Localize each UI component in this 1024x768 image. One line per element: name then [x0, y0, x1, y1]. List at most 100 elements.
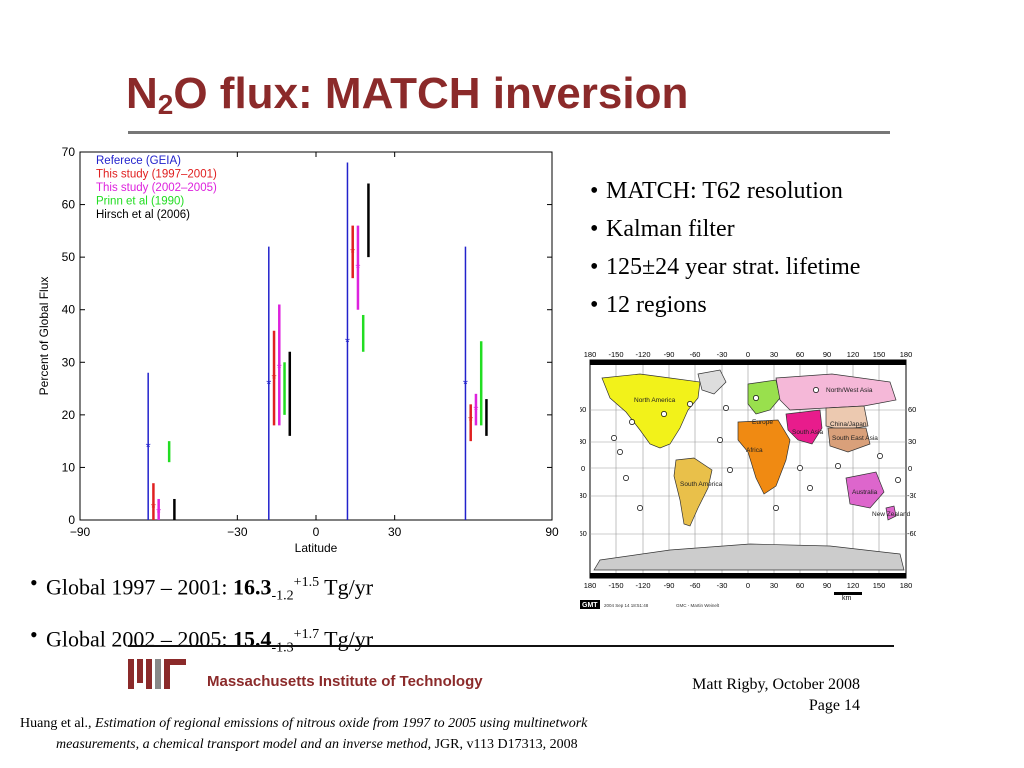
region-south-asia [785, 409, 823, 445]
svg-text:180: 180 [584, 581, 597, 590]
y-tick-label: 20 [62, 408, 76, 422]
author-line: Matt Rigby, October 2008 [692, 676, 860, 693]
svg-text:0: 0 [746, 350, 750, 359]
svg-text:90: 90 [823, 581, 831, 590]
map-label: New Zealand [872, 511, 911, 518]
y-tick-label: 70 [62, 145, 76, 159]
institution-name: Massachusetts Institute of Technology [207, 673, 483, 690]
map-label: North/West Asia [826, 387, 873, 394]
y-tick-label: 50 [62, 250, 76, 264]
region-africa [737, 419, 791, 495]
data-point: * [355, 261, 360, 276]
x-tick-label: 90 [545, 525, 559, 539]
map-label: North America [634, 397, 676, 404]
mit-logo-icon [128, 659, 186, 689]
svg-text:120: 120 [847, 350, 860, 359]
y-tick-label: 40 [62, 303, 76, 317]
region-europe [747, 379, 781, 415]
svg-text:-60: -60 [907, 529, 916, 538]
title-divider [128, 131, 890, 134]
bullet-item: • 12 regions [590, 292, 707, 318]
svg-text:60: 60 [796, 581, 804, 590]
svg-text:0: 0 [581, 464, 585, 473]
data-point: * [350, 245, 355, 260]
station-markers [611, 387, 901, 511]
page-number: Page 14 [808, 697, 860, 714]
svg-text:120: 120 [847, 581, 860, 590]
footer-divider [128, 645, 894, 647]
svg-text:90: 90 [823, 350, 831, 359]
svg-text:-60: -60 [690, 581, 701, 590]
svg-text:150: 150 [873, 581, 886, 590]
flux-chart: 0 10 20 30 40 50 60 70 −90 −30 0 30 90 Latitude Percen… [37, 145, 559, 555]
legend-entry: Prinn et al (1990) [96, 196, 184, 208]
bullet-item: • 125±24 year strat. lifetime [590, 254, 861, 280]
svg-text:-150: -150 [608, 581, 623, 590]
map-label: South America [680, 481, 723, 488]
svg-text:30: 30 [770, 350, 778, 359]
data-point: * [146, 439, 151, 454]
svg-text:60: 60 [908, 405, 916, 414]
map-scale-bar: km [834, 592, 862, 602]
svg-text:30: 30 [908, 437, 916, 446]
data-point: * [151, 500, 156, 515]
y-tick-label: 0 [68, 513, 75, 527]
map-label: Australia [852, 489, 878, 496]
svg-text:-60: -60 [580, 529, 587, 538]
map-label: South Asia [792, 429, 823, 436]
map-label: South East Asia [832, 435, 878, 442]
svg-text:GMT: GMT [582, 602, 598, 609]
svg-text:60: 60 [796, 350, 804, 359]
bullet-item: • MATCH: T62 resolution [590, 178, 843, 204]
map-label: China/Japan [830, 421, 867, 428]
region-new-zealand [885, 505, 897, 521]
y-tick-label: 10 [62, 460, 76, 474]
y-tick-label: 30 [62, 355, 76, 369]
data-point: * [463, 376, 468, 391]
x-tick-label: 0 [313, 525, 320, 539]
svg-text:180: 180 [584, 350, 597, 359]
data-point: * [266, 376, 271, 391]
svg-text:-120: -120 [635, 581, 650, 590]
map-label: Europe [752, 419, 773, 426]
svg-text:0: 0 [746, 581, 750, 590]
svg-text:30: 30 [580, 437, 586, 446]
x-axis-label: Latitude [295, 541, 338, 555]
map-frame-ticks [590, 360, 906, 578]
region-north-america [601, 373, 701, 449]
antarctica-land [593, 543, 905, 571]
svg-text:-30: -30 [580, 491, 587, 500]
svg-text:-120: -120 [635, 350, 650, 359]
svg-text:150: 150 [873, 350, 886, 359]
regions-map: North America Europe North/West Asia Sou… [580, 350, 916, 609]
map-label: Africa [746, 447, 763, 454]
svg-text:30: 30 [770, 581, 778, 590]
map-lat-labels: 60 30 0 -30 -60 60 30 0 -30 -60 [580, 405, 916, 538]
author-date: Matt Rigby, October 2008 Page 14 [600, 674, 860, 716]
region-south-east-asia [827, 427, 871, 453]
svg-text:-90: -90 [664, 350, 675, 359]
region-south-america [673, 457, 713, 527]
x-tick-label: −90 [70, 525, 91, 539]
svg-text:-90: -90 [664, 581, 675, 590]
data-point: * [156, 505, 161, 520]
global-flux-bullets: • Global 1997 – 2001: 16.3-1.2+1.5 Tg/yr … [30, 564, 373, 667]
chart-legend: Referece (GEIA) This study (1997–2001)Thi… [96, 155, 217, 221]
x-tick-label: 30 [388, 525, 402, 539]
chart-marks: ************ [146, 162, 488, 520]
svg-text:-30: -30 [907, 491, 916, 500]
plot-frame [79, 151, 553, 521]
data-point: * [468, 413, 473, 428]
svg-text:GMC - Martin Weinelt: GMC - Martin Weinelt [676, 603, 720, 608]
svg-text:2004 Sep 14 18:51:48: 2004 Sep 14 18:51:48 [604, 603, 649, 608]
bullet-item: • Global 1997 – 2001: 16.3-1.2+1.5 Tg/yr [30, 570, 374, 604]
y-axis-label: Percent of Global Flux [37, 277, 51, 396]
legend-entry: This study (1997–2001) [96, 169, 217, 181]
legend-entry: Referece (GEIA) [96, 155, 181, 167]
legend-entry: This study (2002–2005) [96, 182, 217, 194]
gmt-stamp: GMT 2004 Sep 14 18:51:48 GMC - Martin We… [580, 600, 720, 609]
data-point: * [277, 361, 282, 376]
greenland-land [697, 369, 727, 395]
summary-bullets: • MATCH: T62 resolution • Kalman filter • 1… [590, 172, 860, 324]
svg-text:180: 180 [900, 350, 913, 359]
